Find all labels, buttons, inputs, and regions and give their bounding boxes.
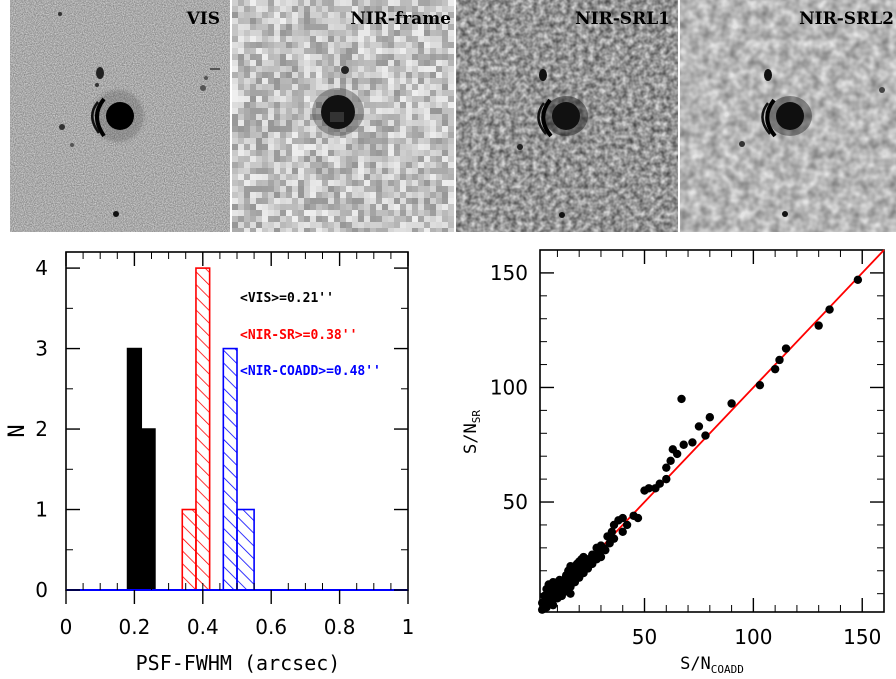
scatter-point-92 — [706, 413, 714, 421]
nir-srl1-panel-label: NIR-SRL1 — [575, 9, 670, 29]
scatter-point-90 — [695, 422, 703, 430]
scat-xtick-label-1: 100 — [734, 625, 772, 649]
hist-bar-nir-coadd-0 — [223, 349, 237, 590]
hist-ytick-label-4: 4 — [35, 256, 48, 280]
fwhm-histogram: 0 0.2 0.4 0.6 0.8 1 0 1 2 3 4 <VIS>=0.21'' <NIR-SR… — [5, 252, 414, 675]
scatter-x-label-sub: COADD — [711, 663, 744, 676]
scatter-point-95 — [771, 365, 779, 373]
nir-srl2-panel-label: NIR-SRL2 — [799, 9, 894, 29]
nir-frame-panel-label: NIR-frame — [350, 9, 451, 29]
hist-xtick-label-1: 0.2 — [118, 615, 150, 639]
scatter-point-59 — [558, 592, 566, 600]
scat-ytick-label-0: 50 — [503, 490, 528, 514]
hist-xtick-label-0: 0 — [60, 615, 73, 639]
scatter-point-94 — [756, 381, 764, 389]
hist-ytick-label-2: 2 — [35, 417, 48, 441]
scatter-point-99 — [825, 305, 833, 313]
hist-ytick-label-0: 0 — [35, 578, 48, 602]
histogram-annotation-nir-coadd: <NIR-COADD>=0.48'' — [240, 364, 381, 379]
scatter-point-60 — [566, 589, 574, 597]
scatter-x-label-main: S/N — [680, 654, 711, 674]
hist-xtick-label-3: 0.6 — [255, 615, 287, 639]
scat-xtick-label-0: 50 — [632, 625, 657, 649]
hist-bar-nir-sr-1 — [196, 268, 210, 590]
scatter-point-71 — [623, 521, 631, 529]
nir-srl1-image-panel: NIR-SRL1 — [456, 0, 678, 232]
scatter-point-100 — [854, 276, 862, 284]
hist-bar-nir-sr-0 — [182, 510, 196, 590]
vis-image-panel: VIS — [10, 0, 230, 232]
histogram-x-axis-label: PSF-FWHM (arcsec) — [136, 651, 341, 675]
hist-ytick-label-1: 1 — [35, 498, 48, 522]
scatter-y-axis-label: S/NSR — [461, 410, 483, 454]
nir-srl2-image-panel: NIR-SRL2 — [680, 0, 896, 232]
image-strip: VIS NIR-frame NIR-SRL1 — [10, 0, 896, 234]
histogram-annotation-nir-sr: <NIR-SR>=0.38'' — [240, 328, 357, 343]
scatter-point-91 — [701, 431, 709, 439]
histogram-annotation-vis: <VIS>=0.21'' — [240, 291, 334, 306]
hist-bar-nir-coadd-1 — [237, 510, 254, 590]
hist-bar-vis-1 — [141, 429, 155, 590]
histogram-bars — [128, 268, 255, 590]
scat-ytick-label-1: 100 — [490, 375, 528, 399]
scatter-point-84 — [666, 457, 674, 465]
scatter-point-88 — [679, 441, 687, 449]
scatter-point-98 — [814, 321, 822, 329]
vis-panel-label: VIS — [186, 9, 220, 29]
scatter-point-97 — [782, 344, 790, 352]
scatter-point-77 — [634, 514, 642, 522]
scatter-point-75 — [597, 553, 605, 561]
scat-xtick-label-2: 150 — [843, 625, 881, 649]
nir-frame-image-panel: NIR-frame — [232, 0, 454, 234]
scatter-x-axis-label: S/NCOADD — [680, 654, 744, 676]
scatter-y-label-main: S/N — [461, 423, 481, 454]
scatter-point-87 — [677, 395, 685, 403]
hist-ytick-label-3: 3 — [35, 337, 48, 361]
scatter-point-64 — [538, 599, 546, 607]
hist-xtick-label-5: 1 — [402, 615, 415, 639]
scatter-point-93 — [727, 399, 735, 407]
histogram-y-axis-label: N — [5, 424, 30, 437]
scatter-point-82 — [662, 475, 670, 483]
scat-ytick-label-2: 150 — [490, 261, 528, 285]
scatter-points — [538, 250, 884, 614]
scatter-point-96 — [775, 356, 783, 364]
scatter-point-89 — [688, 438, 696, 446]
hist-xtick-label-4: 0.8 — [324, 615, 356, 639]
hist-bar-vis-0 — [128, 349, 142, 590]
hist-xtick-label-2: 0.4 — [187, 615, 219, 639]
scatter-point-86 — [673, 450, 681, 458]
scatter-y-label-sub: SR — [470, 410, 483, 424]
